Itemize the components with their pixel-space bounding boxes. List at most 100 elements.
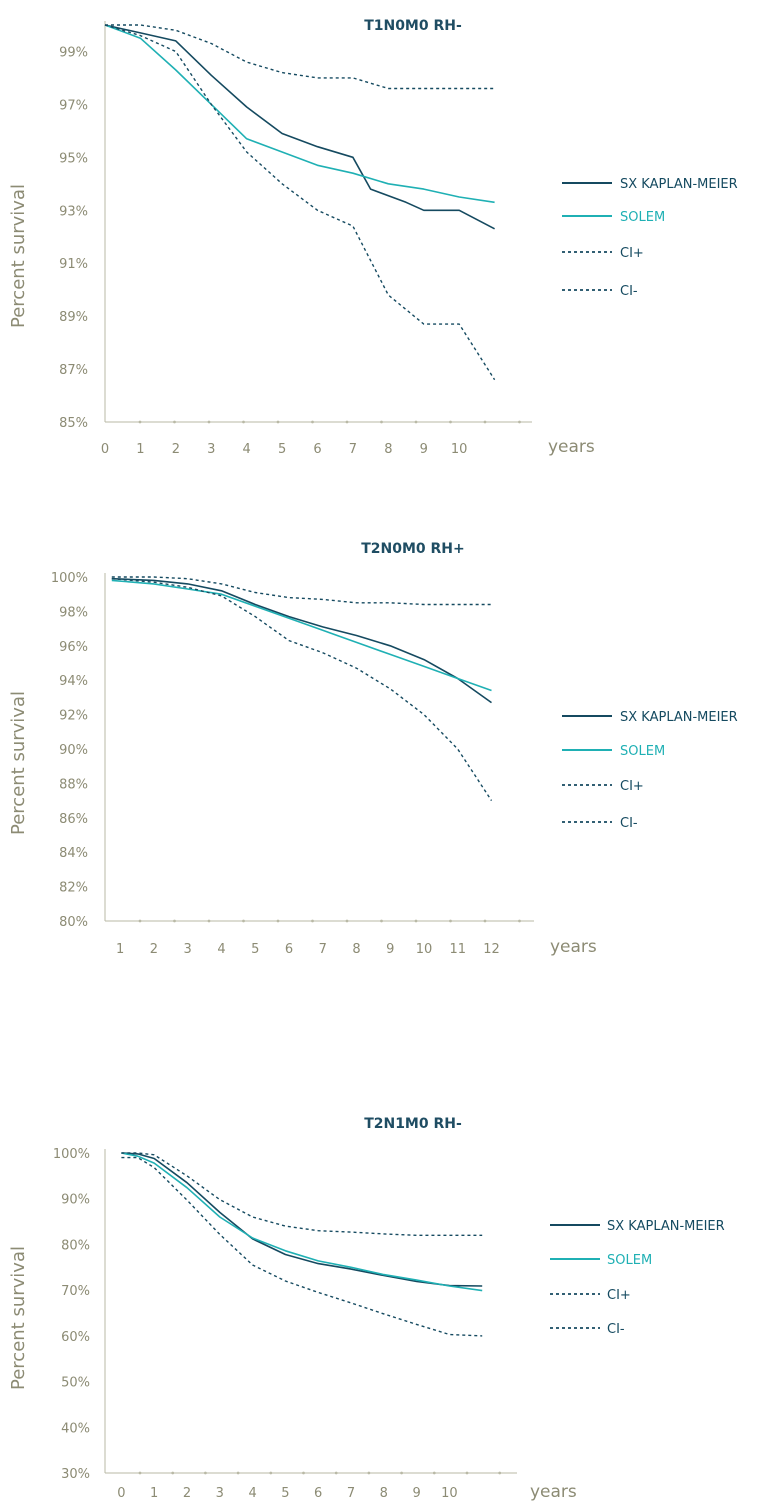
- x-tick-label: 3: [207, 442, 215, 457]
- x-tick-label: 5: [278, 442, 286, 457]
- x-axis-dot: [276, 420, 280, 424]
- y-tick-label: 92%: [59, 709, 88, 724]
- legend-label: CI-: [620, 284, 638, 299]
- x-axis-dot: [400, 1471, 403, 1475]
- x-axis-dot: [311, 420, 314, 424]
- legend-label: CI-: [620, 816, 638, 831]
- series-line-sx-kaplan-meier: [111, 577, 492, 704]
- x-axis-dot: [204, 1471, 207, 1475]
- x-tick-label: 4: [217, 942, 225, 957]
- x-tick-label: 9: [412, 1486, 420, 1501]
- x-axis-dot: [173, 420, 176, 424]
- x-axis-dot: [498, 1471, 502, 1475]
- x-axis-dot: [345, 919, 349, 923]
- x-axis-dot: [414, 420, 418, 424]
- y-tick-label: 80%: [61, 1238, 90, 1253]
- x-tick-label: 6: [314, 1486, 322, 1501]
- x-axis-dot: [518, 919, 521, 923]
- x-tick-label: 8: [384, 442, 392, 457]
- y-axis-label: Percent survival: [8, 691, 29, 835]
- y-tick-label: 84%: [59, 846, 88, 861]
- x-axis-dot: [276, 919, 280, 923]
- x-axis-dot: [367, 1471, 371, 1475]
- x-tick-label: 12: [483, 942, 500, 957]
- x-axis-dot: [138, 919, 142, 923]
- series-line-ci: [121, 1156, 483, 1337]
- x-tick-label: 10: [451, 442, 468, 457]
- x-tick-label: 8: [380, 1486, 388, 1501]
- legend-label: CI+: [620, 779, 644, 794]
- y-tick-label: 82%: [59, 881, 88, 896]
- x-axis-dot: [414, 919, 418, 923]
- y-tick-label: 90%: [61, 1193, 90, 1208]
- series-line-ci: [105, 24, 495, 90]
- chart-2: T2N0M0 RH+ 80% 82% 84% 86% 88% 90% 92% 94% 96% 98%…: [8, 541, 738, 957]
- x-axis-dot: [173, 919, 176, 923]
- y-tick-label: 40%: [61, 1421, 90, 1436]
- x-axis-dot: [483, 420, 487, 424]
- x-tick-label: 4: [243, 442, 251, 457]
- series-line-solem: [104, 24, 495, 204]
- x-axis-dot: [483, 919, 487, 923]
- x-axis-label: years: [550, 937, 597, 957]
- y-tick-label: 91%: [59, 257, 88, 272]
- legend-label: SOLEM: [620, 210, 665, 225]
- x-tick-label: 1: [136, 442, 144, 457]
- y-tick-label: 88%: [59, 777, 88, 792]
- x-tick-label: 3: [184, 942, 192, 957]
- x-axis-label: years: [530, 1482, 577, 1502]
- x-tick-label: 9: [420, 442, 428, 457]
- chart-3: T2N1M0 RH- 30% 40% 50% 60% 70% 80% 90% 100% 0 1 2 3 4…: [8, 1116, 725, 1502]
- y-tick-label: 89%: [59, 310, 88, 325]
- x-tick-label: 10: [416, 942, 433, 957]
- chart-title: T2N1M0 RH-: [364, 1116, 462, 1132]
- y-axis-label: Percent survival: [8, 184, 29, 328]
- y-tick-label: 50%: [61, 1376, 90, 1391]
- series-line-solem: [121, 1152, 483, 1292]
- series-line-sx-kaplan-meier: [121, 1152, 483, 1287]
- x-tick-label: 2: [183, 1486, 191, 1501]
- x-axis-dot: [138, 1471, 142, 1475]
- x-axis-dot: [334, 1471, 338, 1475]
- y-tick-label: 94%: [59, 674, 88, 689]
- y-tick-label: 96%: [59, 640, 88, 655]
- x-tick-label: 5: [251, 942, 259, 957]
- x-axis-dot: [302, 1471, 305, 1475]
- x-tick-label: 1: [150, 1486, 158, 1501]
- x-axis-dot: [236, 1471, 240, 1475]
- x-axis-label: years: [548, 437, 595, 457]
- x-axis-dot: [269, 1471, 273, 1475]
- x-axis-dot: [242, 420, 245, 424]
- series-line-ci: [111, 578, 493, 801]
- x-tick-label: 2: [150, 942, 158, 957]
- x-tick-label: 5: [281, 1486, 289, 1501]
- x-axis-dot: [518, 420, 521, 424]
- x-axis-dot: [311, 919, 314, 923]
- y-tick-label: 93%: [59, 204, 88, 219]
- x-axis-dot: [449, 919, 452, 923]
- chart-title: T2N0M0 RH+: [361, 541, 465, 557]
- y-tick-label: 98%: [59, 605, 88, 620]
- x-axis-dot: [449, 420, 452, 424]
- legend-label: CI-: [607, 1322, 625, 1337]
- series-line-sx-kaplan-meier: [104, 24, 495, 230]
- series-line-ci: [111, 576, 492, 606]
- y-tick-label: 99%: [59, 45, 88, 60]
- x-axis-dot: [432, 1471, 436, 1475]
- y-tick-label: 90%: [59, 743, 88, 758]
- x-tick-label: 9: [386, 942, 394, 957]
- x-tick-label: 3: [216, 1486, 224, 1501]
- y-tick-label: 70%: [61, 1284, 90, 1299]
- y-tick-label: 97%: [59, 98, 88, 113]
- y-tick-label: 100%: [53, 1147, 90, 1162]
- series-line-ci: [104, 24, 496, 381]
- x-tick-label: 0: [101, 442, 109, 457]
- x-axis-dot: [207, 919, 211, 923]
- x-tick-label: 0: [117, 1486, 125, 1501]
- y-tick-label: 86%: [59, 812, 88, 827]
- y-tick-label: 80%: [59, 915, 88, 930]
- legend-label: SX KAPLAN-MEIER: [620, 710, 738, 725]
- series-line-solem: [111, 579, 492, 692]
- x-tick-label: 4: [248, 1486, 256, 1501]
